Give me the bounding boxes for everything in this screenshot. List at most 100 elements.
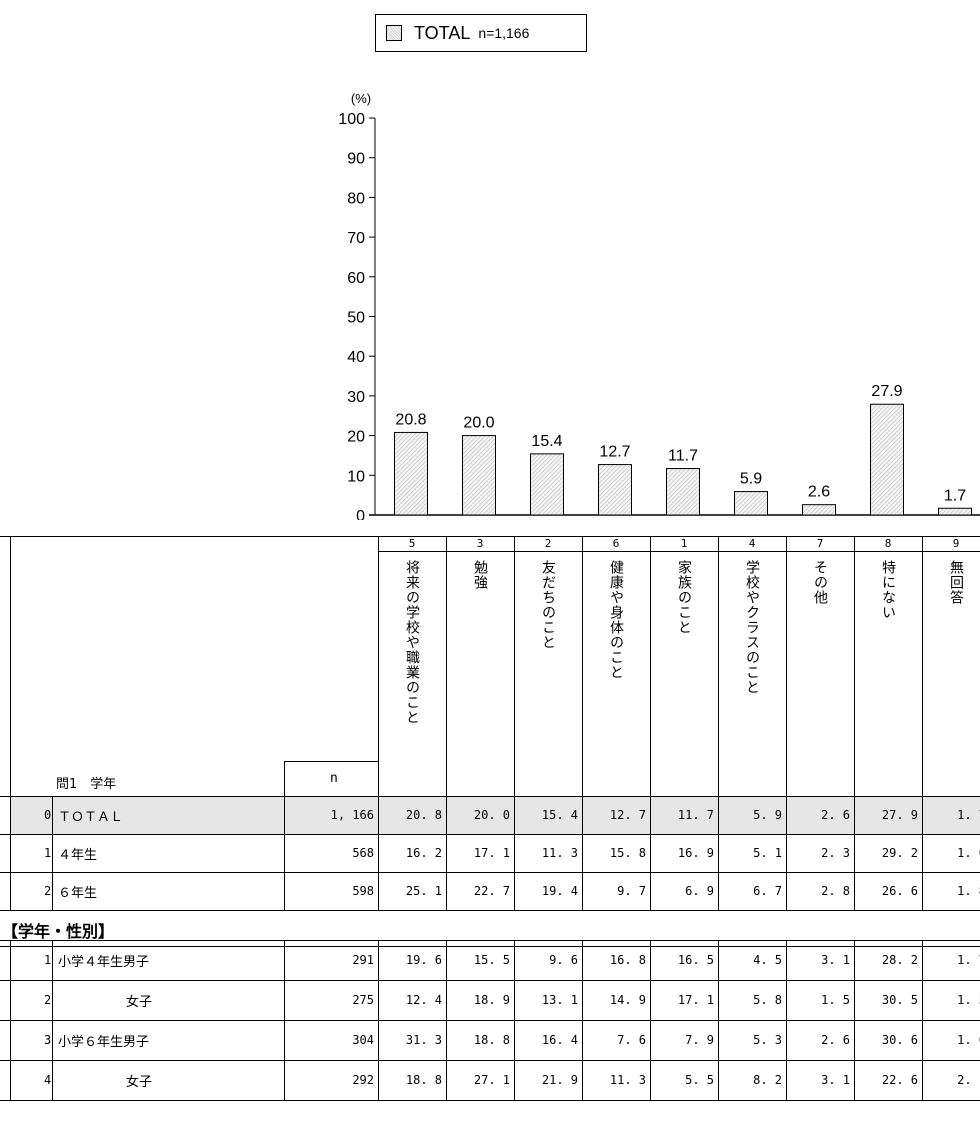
table-rule (0, 910, 980, 911)
row-value: 7. 6 (617, 1033, 646, 1047)
row-label: 女子 (126, 1074, 153, 1090)
row-label: 小学６年生男子 (58, 1034, 150, 1050)
table-rule (378, 834, 379, 872)
table-rule (0, 834, 980, 835)
bar (530, 453, 564, 516)
column-code: 2 (544, 537, 552, 550)
table-rule (718, 536, 719, 796)
legend-label: TOTAL (414, 22, 471, 43)
table-rule (284, 1060, 285, 1100)
table-rule (718, 1020, 719, 1060)
row-value: 9. 7 (617, 884, 646, 898)
table-rule (854, 536, 855, 796)
row-n: 275 (352, 993, 374, 1007)
table-rule (922, 940, 923, 980)
row-value: 20. 8 (405, 808, 442, 822)
table-rule (284, 796, 285, 834)
table-rule (0, 1020, 980, 1021)
row-value: 5. 8 (753, 993, 782, 1007)
row-value: 27. 1 (473, 1073, 510, 1087)
table-rule (718, 940, 719, 980)
table-rule (922, 536, 923, 796)
row-index: 0 (44, 808, 52, 822)
table-rule (922, 1020, 923, 1060)
table-rule (650, 1060, 651, 1100)
table-rule (650, 536, 651, 796)
table-rule (52, 1060, 53, 1100)
row-value: 2. 1 (957, 1073, 980, 1087)
table-rule (514, 1060, 515, 1100)
row-index: 2 (44, 884, 52, 898)
column-code: 4 (748, 537, 756, 550)
table-rule (514, 940, 515, 980)
row-value: 3. 1 (821, 953, 850, 967)
table-rule (514, 796, 515, 834)
table-rule (854, 1060, 855, 1100)
table-rule (514, 536, 515, 796)
y-tick-label: 20 (347, 429, 365, 446)
table-rule (446, 940, 447, 980)
bar-value-label: 12.7 (599, 444, 630, 461)
row-value: 22. 7 (473, 884, 510, 898)
bar-value-label: 2.6 (808, 484, 830, 501)
table-rule (922, 796, 923, 834)
table-rule (786, 796, 787, 834)
row-value: 3. 1 (821, 1073, 850, 1087)
bar (462, 435, 496, 516)
y-tick-label: 30 (347, 389, 365, 406)
row-value: 6. 9 (685, 884, 714, 898)
row-value: 19. 4 (541, 884, 578, 898)
row-value: 11. 3 (541, 846, 578, 860)
table-rule (52, 980, 53, 1020)
row-value: 18. 9 (473, 993, 510, 1007)
table-rule (650, 980, 651, 1020)
row-label: ６年生 (58, 885, 98, 901)
column-label: 健康や身体のこと (608, 560, 624, 680)
table-rule (284, 980, 285, 1020)
row-value: 18. 8 (405, 1073, 442, 1087)
table-rule (284, 761, 378, 762)
table-rule (284, 872, 285, 910)
table-rule (854, 980, 855, 1020)
table-rule (378, 980, 379, 1020)
table-rule (284, 834, 285, 872)
table-rule (446, 980, 447, 1020)
table-rule (0, 1060, 980, 1061)
bar-value-label: 27.9 (871, 383, 902, 400)
table-rule (0, 1100, 980, 1101)
table-rule (378, 1060, 379, 1100)
column-code: 7 (816, 537, 824, 550)
row-value: 4. 5 (753, 953, 782, 967)
table-rule (582, 1060, 583, 1100)
table-rule (378, 1020, 379, 1060)
row-index: 4 (44, 1073, 52, 1087)
table-rule (650, 1020, 651, 1060)
row-value: 16. 2 (405, 846, 442, 860)
y-tick-label: 40 (347, 349, 365, 366)
table-rule (10, 1020, 11, 1060)
table-rule (0, 872, 980, 873)
table-rule (922, 834, 923, 872)
table-rule (514, 834, 515, 872)
row-value: 15. 5 (473, 953, 510, 967)
bar (666, 468, 700, 516)
table-rule (0, 796, 980, 797)
bar (598, 464, 632, 516)
table-rule (854, 1020, 855, 1060)
row-value: 15. 4 (541, 808, 578, 822)
table-rule (718, 834, 719, 872)
row-label: 小学４年生男子 (58, 954, 150, 970)
table-rule (718, 980, 719, 1020)
y-tick-label: 10 (347, 468, 365, 485)
table-rule (10, 536, 11, 796)
table-rule (0, 536, 980, 537)
row-value: 1. 5 (957, 993, 980, 1007)
table-rule (52, 1020, 53, 1060)
table-rule (52, 940, 53, 980)
table-rule (786, 1060, 787, 1100)
row-n: 291 (352, 953, 374, 967)
bar (938, 507, 972, 516)
table-rule (378, 536, 379, 796)
table-rule (922, 1060, 923, 1100)
row-value: 2. 6 (821, 1033, 850, 1047)
